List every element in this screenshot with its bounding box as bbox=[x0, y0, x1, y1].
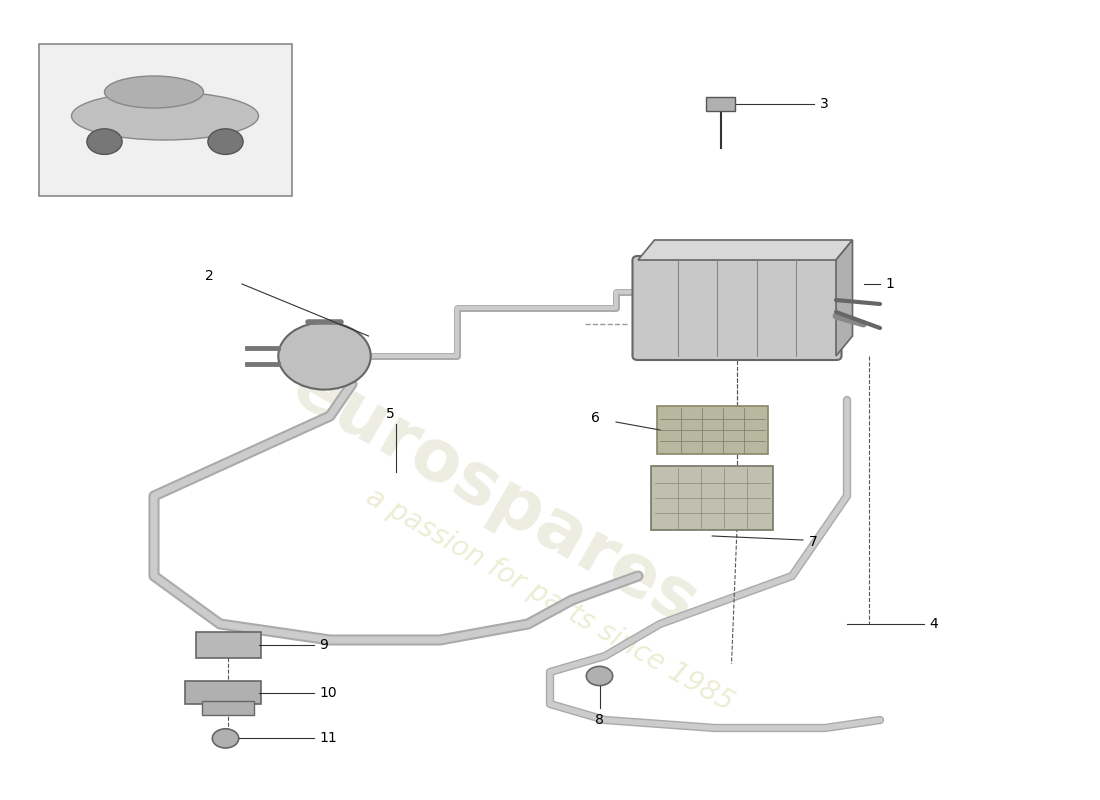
Circle shape bbox=[212, 729, 239, 748]
Circle shape bbox=[87, 129, 122, 154]
FancyBboxPatch shape bbox=[657, 406, 768, 454]
FancyBboxPatch shape bbox=[196, 632, 261, 658]
Text: 5: 5 bbox=[386, 407, 395, 422]
Text: 4: 4 bbox=[930, 617, 938, 631]
Ellipse shape bbox=[104, 76, 204, 108]
FancyBboxPatch shape bbox=[632, 256, 842, 360]
FancyBboxPatch shape bbox=[185, 681, 261, 704]
Text: 8: 8 bbox=[595, 713, 604, 727]
Text: 1: 1 bbox=[886, 277, 894, 291]
FancyBboxPatch shape bbox=[202, 701, 254, 715]
Circle shape bbox=[278, 322, 371, 390]
Text: 2: 2 bbox=[205, 269, 213, 283]
FancyBboxPatch shape bbox=[39, 44, 292, 196]
Polygon shape bbox=[638, 240, 852, 260]
Text: eurospares: eurospares bbox=[279, 352, 711, 640]
Text: 9: 9 bbox=[319, 638, 328, 652]
Ellipse shape bbox=[72, 92, 258, 140]
Circle shape bbox=[208, 129, 243, 154]
Text: 3: 3 bbox=[820, 97, 828, 111]
Text: 10: 10 bbox=[319, 686, 337, 700]
Text: a passion for parts since 1985: a passion for parts since 1985 bbox=[361, 483, 739, 717]
Text: 7: 7 bbox=[808, 535, 817, 550]
FancyBboxPatch shape bbox=[706, 97, 735, 111]
Polygon shape bbox=[836, 240, 852, 356]
Text: 6: 6 bbox=[591, 411, 600, 425]
Text: 11: 11 bbox=[319, 731, 337, 746]
FancyBboxPatch shape bbox=[651, 466, 773, 530]
Circle shape bbox=[586, 666, 613, 686]
